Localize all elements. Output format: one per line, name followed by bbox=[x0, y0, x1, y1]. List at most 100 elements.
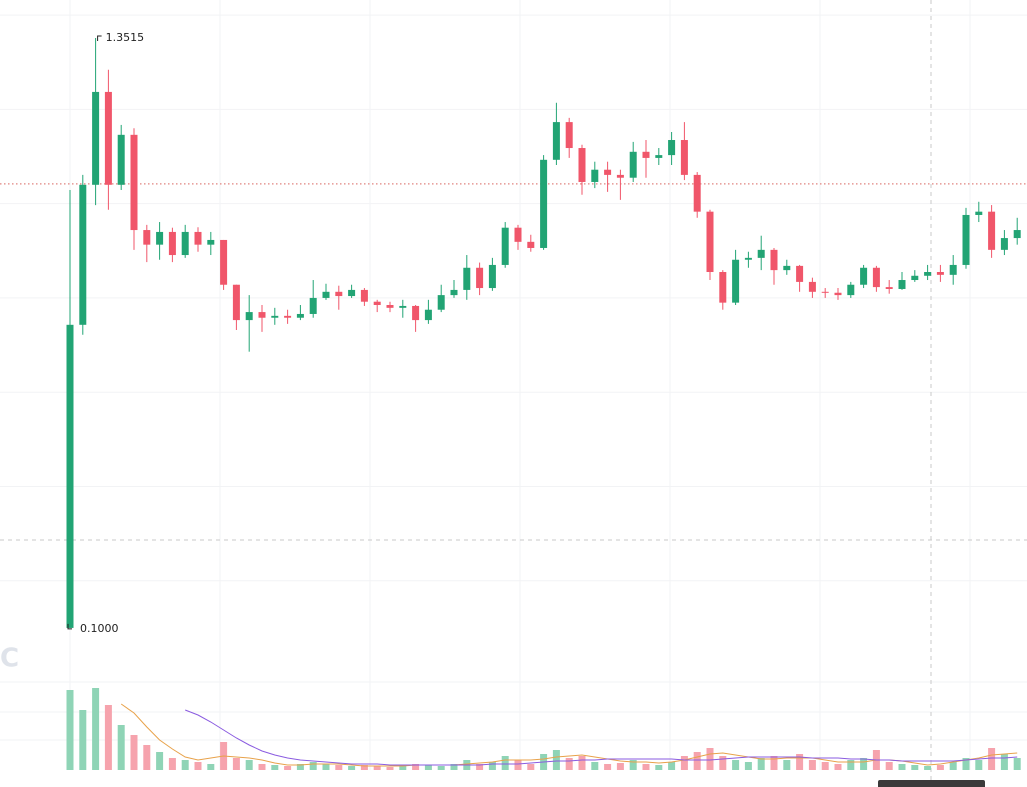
candle-body bbox=[872, 267, 880, 288]
candle-body bbox=[245, 312, 253, 321]
candle-body bbox=[962, 214, 970, 265]
candle-body bbox=[719, 272, 727, 303]
volume-bar bbox=[424, 765, 432, 770]
volume-bar bbox=[783, 760, 791, 770]
candle-body bbox=[181, 231, 189, 256]
candle-body bbox=[296, 313, 304, 318]
candle-body bbox=[322, 291, 330, 298]
candle-body bbox=[271, 315, 279, 318]
candle-body bbox=[207, 239, 215, 245]
volume-bar bbox=[450, 764, 458, 770]
candle-body bbox=[796, 265, 804, 282]
volume-bar bbox=[770, 756, 778, 770]
candle-body bbox=[898, 280, 906, 289]
candle-body bbox=[604, 169, 612, 175]
candle-body bbox=[655, 155, 663, 158]
candle-body bbox=[92, 91, 100, 185]
volume-bar bbox=[808, 760, 816, 770]
volume-bar bbox=[514, 760, 522, 770]
candle-body bbox=[988, 211, 996, 250]
candle-body bbox=[732, 259, 740, 303]
candle-body bbox=[232, 284, 240, 321]
volume-bar bbox=[962, 758, 970, 770]
candle-body bbox=[156, 231, 164, 245]
high-arrow bbox=[97, 35, 102, 41]
volume-bar bbox=[988, 748, 996, 770]
volume-bar bbox=[143, 745, 151, 770]
volume-bar bbox=[258, 764, 266, 770]
volume-bar bbox=[284, 766, 292, 770]
candle-body bbox=[348, 289, 356, 297]
volume-bar bbox=[757, 758, 765, 770]
volume-bar bbox=[911, 765, 919, 770]
candle-body bbox=[220, 239, 228, 285]
candle-body bbox=[104, 91, 112, 185]
candle-body bbox=[565, 122, 573, 149]
volume-bar bbox=[130, 735, 138, 770]
candle-body bbox=[309, 297, 317, 314]
candle-body bbox=[629, 151, 637, 178]
candle-body bbox=[130, 134, 138, 231]
volume-bar bbox=[949, 762, 957, 770]
candle-body bbox=[770, 249, 778, 271]
time-tooltip bbox=[878, 780, 985, 787]
candle-body bbox=[808, 281, 816, 292]
candle-body bbox=[1000, 238, 1008, 250]
volume-bar bbox=[668, 762, 676, 770]
low-arrow bbox=[67, 623, 72, 630]
candle-body bbox=[258, 312, 266, 318]
candle-body bbox=[194, 231, 202, 245]
candle-body bbox=[821, 291, 829, 293]
candle-body bbox=[949, 264, 957, 275]
candle-body bbox=[360, 289, 368, 302]
candle-body bbox=[117, 134, 125, 185]
candle-body bbox=[540, 159, 548, 248]
candle-body bbox=[936, 272, 944, 275]
volume-bar bbox=[975, 760, 983, 770]
candle-body bbox=[578, 148, 586, 182]
volume-bar bbox=[629, 760, 637, 770]
layout bbox=[0, 0, 1027, 770]
volume-bar bbox=[655, 765, 663, 770]
candle-body bbox=[143, 230, 151, 245]
volume-ma-line bbox=[185, 709, 1018, 766]
volume-bar bbox=[591, 762, 599, 770]
candle-body bbox=[335, 291, 343, 297]
volume-bar bbox=[168, 758, 176, 770]
volume-bar bbox=[412, 764, 420, 770]
volume-bar bbox=[360, 765, 368, 770]
candle-body bbox=[399, 305, 407, 308]
candle-body bbox=[501, 227, 509, 265]
volume-bar bbox=[680, 756, 688, 770]
candle-body bbox=[424, 309, 432, 321]
candle-body bbox=[527, 241, 535, 248]
volume-bar bbox=[399, 766, 407, 770]
candle-body bbox=[668, 140, 676, 156]
volume-bar bbox=[92, 688, 100, 770]
candle-body bbox=[885, 287, 893, 289]
volume-bar bbox=[488, 762, 496, 770]
volume-bar bbox=[898, 764, 906, 770]
volume-bar bbox=[936, 765, 944, 770]
candle-body bbox=[847, 284, 855, 296]
candle-body bbox=[783, 265, 791, 271]
candle-body bbox=[488, 264, 496, 289]
candle-body bbox=[757, 249, 765, 258]
candle-body bbox=[680, 140, 688, 175]
candle-body bbox=[437, 295, 445, 310]
volume-bar bbox=[194, 762, 202, 770]
candle-body bbox=[373, 301, 381, 306]
volume-bar bbox=[732, 760, 740, 770]
candle-body bbox=[463, 267, 471, 290]
candle-body bbox=[386, 305, 394, 308]
volume-bar bbox=[578, 756, 586, 770]
candle-body bbox=[66, 324, 74, 628]
candle-body bbox=[975, 211, 983, 215]
volume-bar bbox=[181, 760, 189, 770]
candle-body bbox=[744, 257, 752, 260]
candle-body bbox=[450, 289, 458, 296]
candle-body bbox=[642, 151, 650, 158]
volume-bar bbox=[834, 764, 842, 770]
